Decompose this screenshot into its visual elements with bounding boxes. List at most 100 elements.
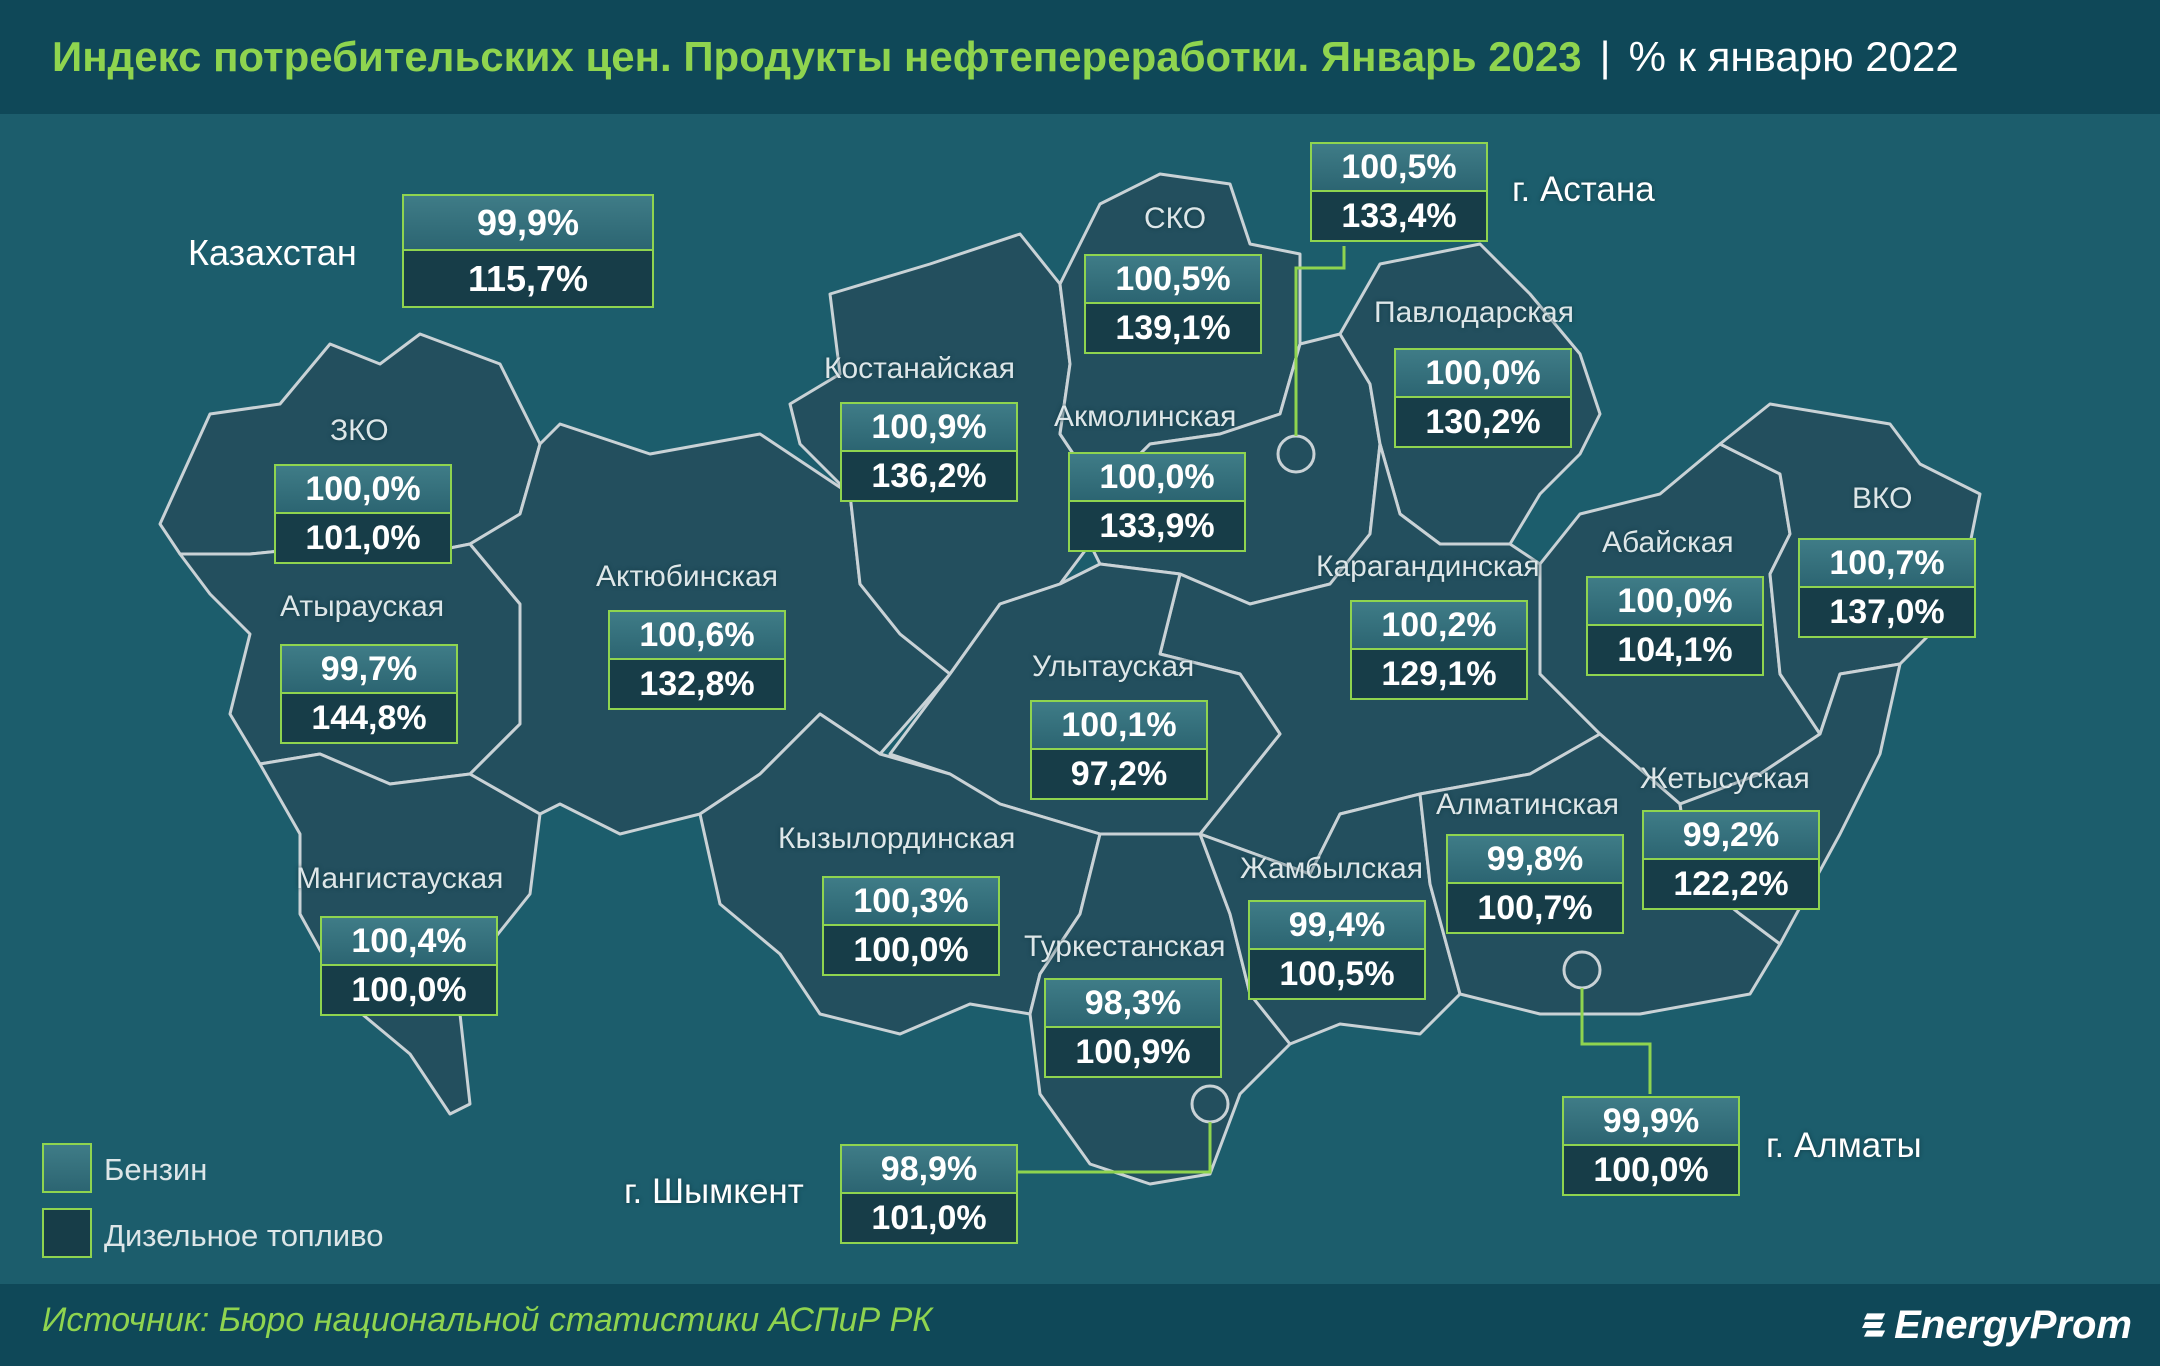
region-box-zko: 100,0% 101,0% bbox=[274, 464, 452, 564]
region-box-karaganda: 100,2% 129,1% bbox=[1350, 600, 1528, 700]
region-box-zhetysu: 99,2% 122,2% bbox=[1642, 810, 1820, 910]
region-label-mangystau: Мангистауская bbox=[296, 862, 504, 895]
diesel-value: 144,8% bbox=[280, 694, 458, 744]
region-box-astana: 100,5% 133,4% bbox=[1310, 142, 1488, 242]
country-diesel-value: 115,7% bbox=[402, 251, 654, 308]
shymkent-leader-line bbox=[1018, 1122, 1212, 1174]
region-label-kyzylorda: Кызылординская bbox=[778, 822, 1016, 855]
diesel-value: 100,9% bbox=[1044, 1028, 1222, 1078]
diesel-value: 139,1% bbox=[1084, 304, 1262, 354]
diesel-value: 100,0% bbox=[822, 926, 1000, 976]
petrol-value: 100,3% bbox=[822, 876, 1000, 926]
region-label-atyrau: Атырауская bbox=[280, 590, 445, 623]
petrol-value: 99,7% bbox=[280, 644, 458, 694]
region-label-kostanay: Костанайская bbox=[824, 352, 1015, 385]
petrol-value: 99,4% bbox=[1248, 900, 1426, 950]
petrol-value: 100,5% bbox=[1084, 254, 1262, 304]
logo-text: EnergyProm bbox=[1894, 1302, 2132, 1347]
region-box-vko: 100,7% 137,0% bbox=[1798, 538, 1976, 638]
legend-petrol-label: Бензин bbox=[104, 1152, 208, 1187]
diesel-value: 100,0% bbox=[1562, 1146, 1740, 1196]
diesel-value: 133,9% bbox=[1068, 502, 1246, 552]
petrol-value: 98,9% bbox=[840, 1144, 1018, 1194]
region-label-abai: Абайская bbox=[1602, 526, 1734, 559]
footer-bar bbox=[0, 1284, 2160, 1366]
diesel-value: 101,0% bbox=[840, 1194, 1018, 1244]
region-box-almaty-city: 99,9% 100,0% bbox=[1562, 1096, 1740, 1196]
region-box-shymkent: 98,9% 101,0% bbox=[840, 1144, 1018, 1244]
petrol-value: 100,2% bbox=[1350, 600, 1528, 650]
diesel-value: 100,7% bbox=[1446, 884, 1624, 934]
region-box-pavlodar: 100,0% 130,2% bbox=[1394, 348, 1572, 448]
region-label-zko: ЗКО bbox=[330, 414, 389, 447]
title-separator: | bbox=[1599, 33, 1611, 80]
energyprom-logo: EnergyProm bbox=[1862, 1292, 2132, 1358]
region-label-almaty-region: Алматинская bbox=[1436, 788, 1619, 821]
astana-leader-line bbox=[1294, 246, 1346, 436]
region-box-turkestan: 98,3% 100,9% bbox=[1044, 978, 1222, 1078]
diesel-value: 132,8% bbox=[608, 660, 786, 710]
diesel-value: 100,0% bbox=[320, 966, 498, 1016]
petrol-value: 100,0% bbox=[1394, 348, 1572, 398]
petrol-value: 100,6% bbox=[608, 610, 786, 660]
petrol-value: 100,0% bbox=[1586, 576, 1764, 626]
petrol-value: 100,0% bbox=[274, 464, 452, 514]
header-bar: Индекс потребительских цен. Продукты неф… bbox=[0, 0, 2160, 114]
region-label-vko: ВКО bbox=[1852, 482, 1913, 515]
region-box-akmola: 100,0% 133,9% bbox=[1068, 452, 1246, 552]
legend-petrol-swatch bbox=[42, 1143, 92, 1193]
region-label-akmola: Акмолинская bbox=[1054, 400, 1237, 433]
chart-title: Индекс потребительских цен. Продукты неф… bbox=[52, 33, 1582, 80]
region-label-astana: г. Астана bbox=[1512, 170, 1655, 209]
petrol-value: 99,2% bbox=[1642, 810, 1820, 860]
petrol-value: 100,9% bbox=[840, 402, 1018, 452]
petrol-value: 100,1% bbox=[1030, 700, 1208, 750]
region-box-kyzylorda: 100,3% 100,0% bbox=[822, 876, 1000, 976]
region-label-zhambyl: Жамбылская bbox=[1240, 852, 1423, 885]
diesel-value: 136,2% bbox=[840, 452, 1018, 502]
region-box-ulytau: 100,1% 97,2% bbox=[1030, 700, 1208, 800]
petrol-value: 99,8% bbox=[1446, 834, 1624, 884]
region-label-aktobe: Актюбинская bbox=[596, 560, 778, 593]
legend-diesel-swatch bbox=[42, 1208, 92, 1258]
diesel-value: 130,2% bbox=[1394, 398, 1572, 448]
diesel-value: 122,2% bbox=[1642, 860, 1820, 910]
region-label-karaganda: Карагандинская bbox=[1316, 550, 1540, 583]
country-label: Казахстан bbox=[188, 232, 357, 273]
region-box-zhambyl: 99,4% 100,5% bbox=[1248, 900, 1426, 1000]
diesel-value: 97,2% bbox=[1030, 750, 1208, 800]
petrol-value: 100,0% bbox=[1068, 452, 1246, 502]
region-label-sko: СКО bbox=[1144, 202, 1207, 235]
petrol-value: 99,9% bbox=[1562, 1096, 1740, 1146]
diesel-value: 100,5% bbox=[1248, 950, 1426, 1000]
country-petrol-value: 99,9% bbox=[402, 194, 654, 251]
region-label-ulytau: Улытауская bbox=[1032, 650, 1195, 683]
country-value-box: 99,9% 115,7% bbox=[402, 194, 654, 308]
legend-diesel-label: Дизельное топливо bbox=[104, 1218, 384, 1253]
region-box-mangystau: 100,4% 100,0% bbox=[320, 916, 498, 1016]
petrol-value: 100,7% bbox=[1798, 538, 1976, 588]
petrol-value: 100,4% bbox=[320, 916, 498, 966]
region-label-almaty-city: г. Алматы bbox=[1766, 1126, 1922, 1165]
region-label-pavlodar: Павлодарская bbox=[1374, 296, 1574, 329]
region-box-kostanay: 100,9% 136,2% bbox=[840, 402, 1018, 502]
region-label-zhetysu: Жетысуская bbox=[1640, 762, 1810, 795]
region-box-aktobe: 100,6% 132,8% bbox=[608, 610, 786, 710]
source-note: Источник: Бюро национальной статистики А… bbox=[42, 1301, 933, 1339]
chart-unit: % к январю 2022 bbox=[1628, 33, 1959, 80]
logo-mark-icon bbox=[1862, 1313, 1886, 1337]
diesel-value: 133,4% bbox=[1310, 192, 1488, 242]
region-box-abai: 100,0% 104,1% bbox=[1586, 576, 1764, 676]
diesel-value: 101,0% bbox=[274, 514, 452, 564]
diesel-value: 137,0% bbox=[1798, 588, 1976, 638]
region-label-turkestan: Туркестанская bbox=[1024, 930, 1226, 963]
almaty-leader-line bbox=[1580, 988, 1652, 1094]
petrol-value: 100,5% bbox=[1310, 142, 1488, 192]
region-box-sko: 100,5% 139,1% bbox=[1084, 254, 1262, 354]
petrol-value: 98,3% bbox=[1044, 978, 1222, 1028]
region-label-shymkent: г. Шымкент bbox=[624, 1172, 804, 1211]
diesel-value: 104,1% bbox=[1586, 626, 1764, 676]
region-box-almaty-region: 99,8% 100,7% bbox=[1446, 834, 1624, 934]
diesel-value: 129,1% bbox=[1350, 650, 1528, 700]
region-box-atyrau: 99,7% 144,8% bbox=[280, 644, 458, 744]
